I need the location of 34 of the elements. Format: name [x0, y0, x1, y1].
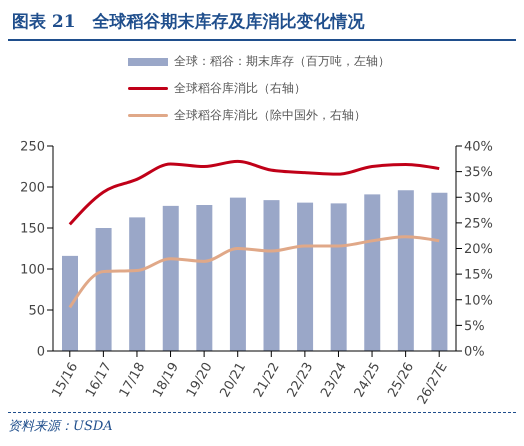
- y2-tick-label: 5%: [464, 318, 485, 334]
- y-tick-label: 200: [20, 180, 45, 196]
- bar: [162, 206, 179, 351]
- legend-label: 全球稻谷库消比（右轴）: [174, 80, 306, 97]
- y-tick-label: 100: [20, 262, 45, 278]
- y-tick-label: 150: [20, 222, 45, 237]
- y2-tick-label: 35%: [464, 165, 493, 180]
- bar: [297, 202, 314, 351]
- bar: [62, 256, 78, 351]
- text: 资料来源：USDA: [8, 418, 114, 435]
- y2-tick-label: 10%: [464, 293, 493, 308]
- bar: [431, 192, 448, 351]
- bar: [96, 228, 112, 351]
- line-series: [68, 235, 441, 309]
- y2-tick-label: 30%: [464, 190, 493, 206]
- y2-tick-label: 25%: [464, 216, 493, 232]
- chart-title: 图表 21 全球稻谷期末库存及库消比变化情况: [8, 8, 516, 41]
- bar: [230, 198, 246, 351]
- y2-tick-label: 0%: [464, 344, 485, 360]
- bar: [398, 190, 414, 351]
- y-tick-label: 0: [36, 344, 45, 360]
- bar: [364, 194, 380, 351]
- y2-tick-label: 20%: [464, 242, 493, 258]
- y2-tick-label: 15%: [464, 268, 493, 283]
- legend-label: 全球稻谷库消比（除中国外，右轴）: [174, 107, 366, 124]
- y-tick-label: 250: [20, 140, 45, 155]
- line-series: [68, 160, 441, 226]
- bar: [330, 203, 347, 351]
- y2-tick-label: 40%: [464, 140, 493, 155]
- y-tick-label: 50: [28, 304, 45, 319]
- bar: [196, 205, 212, 351]
- bar: [129, 217, 146, 351]
- legend-label: 全球：稻谷：期末库存（百万吨，左轴）: [174, 53, 390, 70]
- bar: [264, 200, 280, 351]
